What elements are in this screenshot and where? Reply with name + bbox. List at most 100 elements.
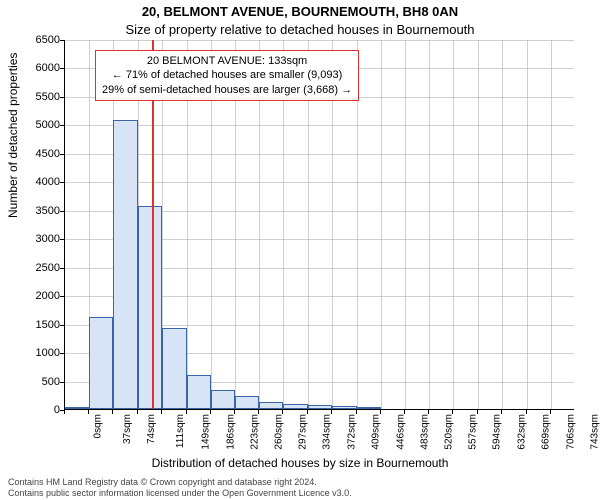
ytick-mark xyxy=(60,154,64,155)
ytick-mark xyxy=(60,268,64,269)
footer-line-1: Contains HM Land Registry data © Crown c… xyxy=(8,477,352,487)
figure-suptitle: 20, BELMONT AVENUE, BOURNEMOUTH, BH8 0AN xyxy=(0,4,600,19)
xtick-label: 334sqm xyxy=(322,414,333,450)
histogram-bar xyxy=(65,407,89,409)
xtick-label: 149sqm xyxy=(201,414,212,450)
xtick-label: 557sqm xyxy=(468,414,479,450)
histogram-bar xyxy=(113,120,137,409)
gridline-h xyxy=(65,154,574,155)
xtick-mark xyxy=(307,410,308,414)
histogram-bar xyxy=(332,406,356,409)
xtick-mark xyxy=(380,410,381,414)
histogram-bar xyxy=(187,375,211,409)
xtick-label: 632sqm xyxy=(517,414,528,450)
xtick-mark xyxy=(428,410,429,414)
xtick-label: 297sqm xyxy=(298,414,309,450)
xtick-mark xyxy=(282,410,283,414)
gridline-v xyxy=(381,40,382,409)
histogram-bar xyxy=(89,317,113,409)
ytick-label: 2000 xyxy=(20,290,60,302)
xtick-mark xyxy=(452,410,453,414)
ytick-label: 500 xyxy=(20,376,60,388)
xtick-mark xyxy=(550,410,551,414)
xtick-mark xyxy=(88,410,89,414)
attribution-footer: Contains HM Land Registry data © Crown c… xyxy=(8,477,352,498)
xtick-label: 743sqm xyxy=(589,414,600,450)
ytick-mark xyxy=(60,97,64,98)
ytick-mark xyxy=(60,211,64,212)
xtick-mark xyxy=(501,410,502,414)
gridline-v xyxy=(478,40,479,409)
xtick-mark xyxy=(356,410,357,414)
ytick-mark xyxy=(60,182,64,183)
histogram-bar xyxy=(211,390,235,409)
annotation-box: 20 BELMONT AVENUE: 133sqm← 71% of detach… xyxy=(95,50,359,101)
gridline-v xyxy=(502,40,503,409)
xtick-label: 223sqm xyxy=(249,414,260,450)
plot-area: 20 BELMONT AVENUE: 133sqm← 71% of detach… xyxy=(64,40,574,410)
ytick-mark xyxy=(60,353,64,354)
xtick-mark xyxy=(137,410,138,414)
ytick-label: 3500 xyxy=(20,205,60,217)
xtick-label: 669sqm xyxy=(541,414,552,450)
xtick-label: 37sqm xyxy=(122,414,133,444)
ytick-label: 5500 xyxy=(20,91,60,103)
ytick-label: 1500 xyxy=(20,319,60,331)
xtick-label: 594sqm xyxy=(492,414,503,450)
xtick-label: 372sqm xyxy=(347,414,358,450)
histogram-bar xyxy=(357,407,381,409)
histogram-bar xyxy=(138,206,162,409)
ytick-label: 1000 xyxy=(20,347,60,359)
figure-title: Size of property relative to detached ho… xyxy=(0,22,600,37)
gridline-h xyxy=(65,40,574,41)
xtick-mark xyxy=(112,410,113,414)
footer-line-2: Contains public sector information licen… xyxy=(8,488,352,498)
xtick-mark xyxy=(161,410,162,414)
ytick-mark xyxy=(60,239,64,240)
ytick-mark xyxy=(60,125,64,126)
ytick-mark xyxy=(60,325,64,326)
ytick-label: 4000 xyxy=(20,176,60,188)
xtick-mark xyxy=(234,410,235,414)
gridline-v xyxy=(453,40,454,409)
xtick-label: 0sqm xyxy=(92,414,103,438)
histogram-bar xyxy=(162,328,186,409)
xtick-label: 260sqm xyxy=(274,414,285,450)
xtick-label: 520sqm xyxy=(444,414,455,450)
ytick-label: 3000 xyxy=(20,233,60,245)
xtick-label: 74sqm xyxy=(146,414,157,444)
gridline-v xyxy=(405,40,406,409)
xtick-label: 111sqm xyxy=(175,414,186,448)
xtick-mark xyxy=(404,410,405,414)
xtick-label: 446sqm xyxy=(395,414,406,450)
gridline-v xyxy=(527,40,528,409)
x-axis-label: Distribution of detached houses by size … xyxy=(0,456,600,470)
ytick-label: 0 xyxy=(20,404,60,416)
xtick-label: 409sqm xyxy=(371,414,382,450)
xtick-label: 186sqm xyxy=(225,414,236,450)
histogram-bar xyxy=(308,405,332,409)
ytick-label: 4500 xyxy=(20,148,60,160)
ytick-label: 2500 xyxy=(20,262,60,274)
xtick-mark xyxy=(64,410,65,414)
xtick-label: 483sqm xyxy=(419,414,430,450)
annotation-line: ← 71% of detached houses are smaller (9,… xyxy=(102,68,352,82)
gridline-v xyxy=(429,40,430,409)
xtick-mark xyxy=(477,410,478,414)
ytick-mark xyxy=(60,40,64,41)
xtick-mark xyxy=(210,410,211,414)
ytick-label: 5000 xyxy=(20,119,60,131)
xtick-mark xyxy=(331,410,332,414)
ytick-label: 6500 xyxy=(20,34,60,46)
xtick-mark xyxy=(526,410,527,414)
annotation-line: 29% of semi-detached houses are larger (… xyxy=(102,83,352,97)
ytick-mark xyxy=(60,296,64,297)
xtick-mark xyxy=(258,410,259,414)
histogram-bar xyxy=(259,402,283,409)
ytick-mark xyxy=(60,68,64,69)
xtick-label: 706sqm xyxy=(565,414,576,450)
gridline-h xyxy=(65,125,574,126)
figure-container: 20, BELMONT AVENUE, BOURNEMOUTH, BH8 0AN… xyxy=(0,0,600,500)
gridline-h xyxy=(65,182,574,183)
ytick-mark xyxy=(60,382,64,383)
